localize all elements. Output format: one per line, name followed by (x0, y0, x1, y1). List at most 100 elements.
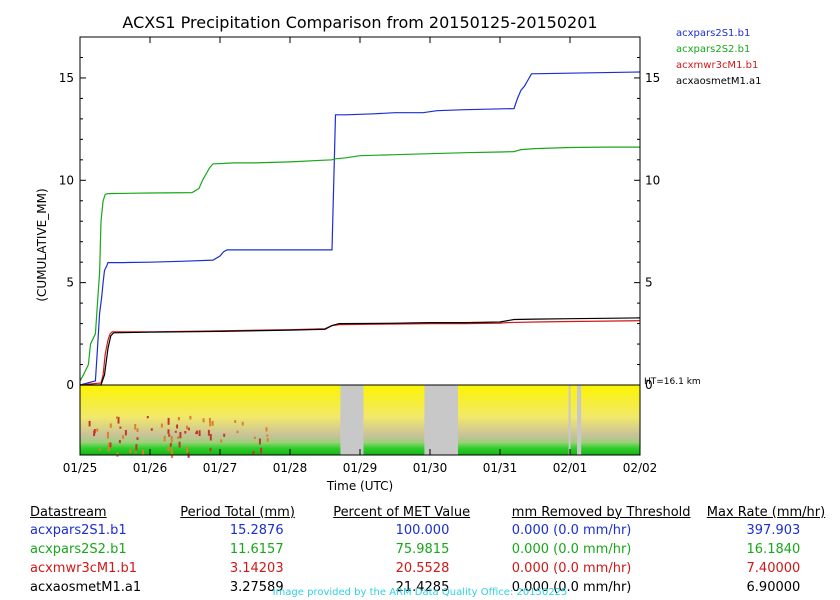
strip-echo (170, 443, 172, 447)
stats-total: 11.6157 (180, 540, 333, 559)
strip-echo (167, 447, 169, 451)
header-max-rate: Max Rate (mm/hr) (707, 503, 840, 521)
strip-echo (177, 436, 179, 439)
strip-echo (164, 436, 166, 441)
stats-row: acxmwr3cM1.b1 3.14203 20.5528 0.000 (0.0… (30, 559, 840, 578)
strip-echo (168, 429, 170, 434)
strip-echo (253, 451, 255, 455)
strip-echo (134, 424, 136, 430)
y-tick-label-right: 5 (645, 276, 653, 290)
x-tick-label: 01/28 (273, 461, 308, 475)
strip-echo (175, 431, 177, 433)
strip-echo (189, 416, 191, 420)
header-datastream: Datastream (30, 503, 180, 521)
strip-echo (260, 448, 262, 454)
strip-echo (209, 421, 211, 426)
strip-echo (266, 427, 268, 431)
stats-removed: 0.000 (0.0 mm/hr) (512, 540, 707, 559)
x-tick-label: 01/30 (413, 461, 448, 475)
strip-echo (178, 417, 180, 420)
strip-echo (188, 428, 190, 431)
strip-echo (266, 435, 268, 437)
strip-echo (259, 439, 261, 445)
stats-datastream: acxpars2S2.b1 (30, 540, 180, 559)
stats-row: acxpars2S2.b1 11.6157 75.9815 0.000 (0.0… (30, 540, 840, 559)
strip-echo (220, 439, 222, 442)
strip-echo (110, 424, 112, 428)
strip-echo (161, 424, 163, 428)
strip-echo (168, 418, 170, 425)
y-tick-label: 10 (59, 173, 74, 187)
series-line-acxpars2S1-b1 (80, 72, 640, 385)
x-tick-label: 01/31 (483, 461, 518, 475)
strip-echo (96, 429, 98, 432)
x-tick-label: 01/25 (63, 461, 98, 475)
strip-echo (137, 437, 139, 440)
legend: acxpars2S1.b1 acxpars2S2.b1 acxmwr3cM1.b… (676, 26, 761, 90)
stats-max-rate: 397.903 (707, 521, 840, 540)
legend-entry: acxpars2S1.b1 (676, 26, 761, 42)
y-tick-label-right: 10 (645, 173, 660, 187)
strip-echo (142, 450, 144, 455)
strip-echo (199, 430, 201, 436)
stats-percent: 100.000 (333, 521, 512, 540)
y-tick-label: 5 (66, 276, 74, 290)
strip-echo (179, 432, 181, 438)
strip-echo (267, 438, 269, 442)
strip-echo (186, 447, 188, 453)
x-axis-label: Time (UTC) (326, 479, 393, 493)
series-line-acxmwr3cM1-b1 (80, 321, 640, 385)
strip-echo (129, 449, 131, 453)
y-tick-label: 15 (59, 71, 74, 85)
strip-echo (208, 430, 210, 436)
strip-echo (89, 421, 91, 427)
stats-total: 15.2876 (180, 521, 333, 540)
strip-echo (234, 420, 236, 423)
x-tick-label: 01/29 (343, 461, 378, 475)
stats-table: Datastream Period Total (mm) Percent of … (30, 503, 840, 597)
height-annotation: HT=16.1 km (644, 377, 701, 387)
x-tick-label: 02/01 (553, 461, 588, 475)
strip-echo (184, 431, 186, 434)
strip-echo (119, 440, 121, 443)
chart-title: ACXS1 Precipitation Comparison from 2015… (122, 13, 597, 32)
strip-echo (94, 429, 96, 433)
strip-echo (151, 428, 153, 430)
strip-echo (237, 431, 239, 433)
strip-echo (119, 427, 121, 429)
strip-echo (107, 432, 109, 439)
radar-strip (80, 385, 640, 458)
header-percent-met: Percent of MET Value (333, 503, 512, 521)
series-line-acxpars2S2-b1 (80, 147, 640, 381)
stats-max-rate: 16.1840 (707, 540, 840, 559)
strip-echo (137, 428, 139, 432)
legend-entry: acxmwr3cM1.b1 (676, 58, 761, 74)
strip-echo (210, 434, 212, 441)
strip-echo (147, 416, 149, 418)
stats-datastream: acxmwr3cM1.b1 (30, 559, 180, 578)
header-mm-removed: mm Removed by Threshold (512, 503, 707, 521)
missing-data-band (569, 385, 571, 455)
stats-datastream: acxpars2S1.b1 (30, 521, 180, 540)
y-tick-label: 0 (66, 378, 74, 392)
strip-echo (223, 434, 225, 437)
stats-percent: 20.5528 (333, 559, 512, 578)
strip-echo (176, 425, 178, 429)
series-lines (80, 72, 640, 385)
credit-text: Image provided by the ARM Data Quality O… (0, 587, 840, 598)
stats-percent: 75.9815 (333, 540, 512, 559)
strip-echo (186, 426, 188, 430)
strip-echo (179, 442, 181, 448)
x-tick-label: 02/02 (623, 461, 658, 475)
y-axis-label: (CUMULATIVE_MM) (35, 188, 49, 301)
strip-echo (212, 421, 214, 426)
strip-echo (125, 430, 127, 435)
x-tick-label: 01/26 (133, 461, 168, 475)
y-tick-label-right: 15 (645, 71, 660, 85)
strip-echo (203, 418, 205, 422)
strip-echo (135, 451, 137, 453)
series-line-acxaosmetM1-a1 (80, 318, 640, 385)
strip-echo (171, 436, 173, 443)
missing-data-band (340, 385, 363, 455)
x-tick-label: 01/27 (203, 461, 238, 475)
